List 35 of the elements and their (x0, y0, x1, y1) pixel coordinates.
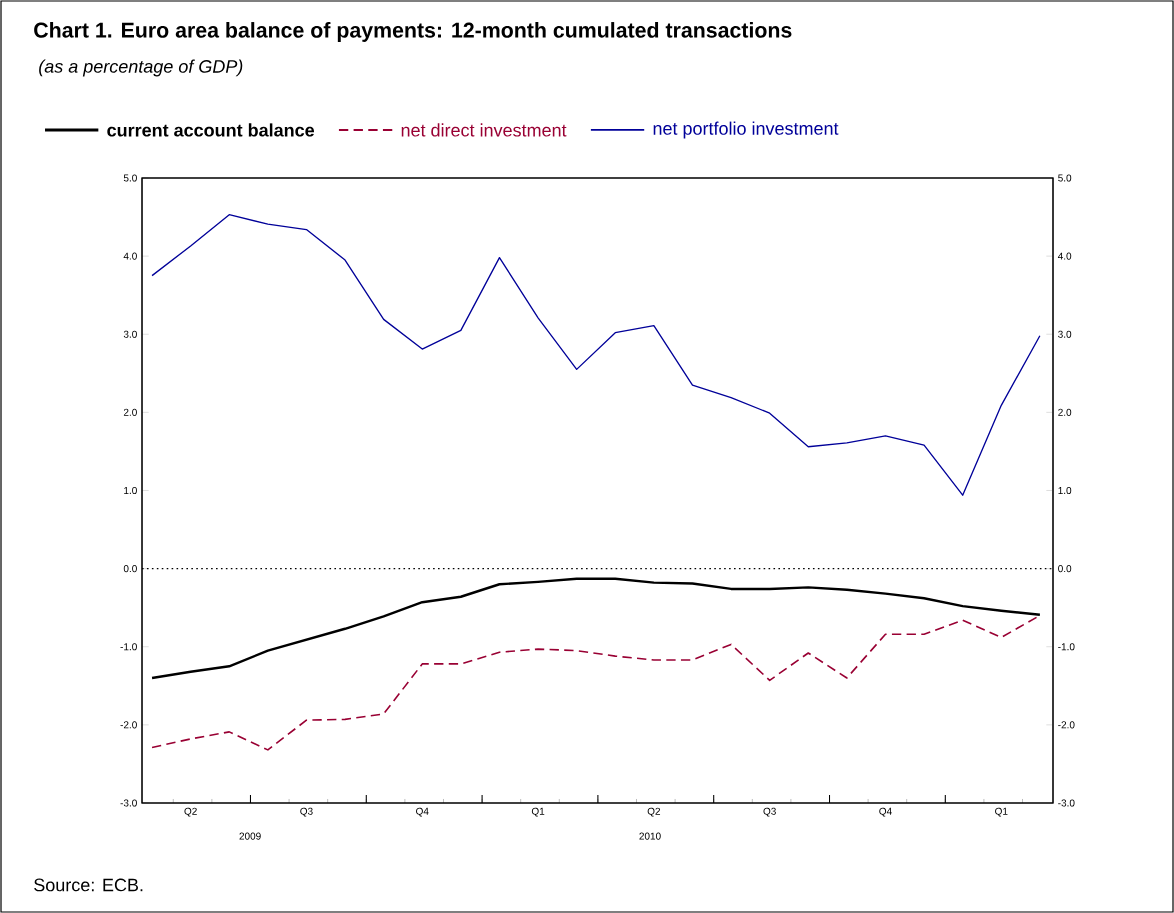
x-tick-label: Q1 (531, 807, 545, 817)
y-tick-label: 5.0 (1058, 174, 1072, 182)
x-tick-label: Q3 (763, 807, 776, 817)
x-tick-label: Q4 (416, 807, 429, 817)
text: 2009 (239, 832, 261, 840)
line-series (151, 214, 1041, 496)
y2-tick-label: 0.0 (123, 565, 137, 573)
y-tick-label: 1.0 (1058, 486, 1072, 495)
chart-title: Chart 1. Euro area balance of payments: 12-month cumulated transactions (34, 22, 792, 42)
x-tick-label: Q1 (995, 807, 1008, 817)
y-tick-label: 0.0 (1058, 565, 1072, 573)
legend-label: net direct investment (401, 123, 567, 137)
y2-tick-label: 1.0 (124, 486, 137, 495)
legend-label: current account balance (107, 123, 315, 137)
chart-subtitle: (as a percentage of GDP) (39, 59, 243, 77)
y2-tick-label: 4.0 (123, 252, 137, 260)
y2-tick-label: 3.0 (123, 330, 137, 338)
y2-tick-label: -3.0 (120, 799, 137, 807)
y2-tick-label: 2.0 (123, 408, 137, 416)
x-tick-label: Q4 (879, 807, 892, 817)
y2-tick-label: 5.0 (123, 174, 137, 182)
y-tick-label: 4.0 (1057, 252, 1072, 260)
y-tick-label: -3.0 (1058, 799, 1075, 807)
text: 2010 (639, 832, 661, 840)
x-tick-label: Q2 (647, 807, 661, 817)
legend-label: net portfolio investment (653, 121, 839, 139)
y2-tick-label: -2.0 (120, 721, 137, 729)
source-note: Source: ECB. (34, 878, 143, 892)
x-tick-label: Q3 (300, 807, 313, 817)
y-tick-label: -1.0 (1058, 643, 1075, 651)
y-tick-label: -2.0 (1058, 721, 1075, 729)
y2-tick-label: -1.0 (120, 643, 137, 651)
y-tick-label: 3.0 (1058, 330, 1072, 338)
x-tick-label: Q2 (184, 807, 197, 817)
y-tick-label: 2.0 (1058, 408, 1072, 416)
